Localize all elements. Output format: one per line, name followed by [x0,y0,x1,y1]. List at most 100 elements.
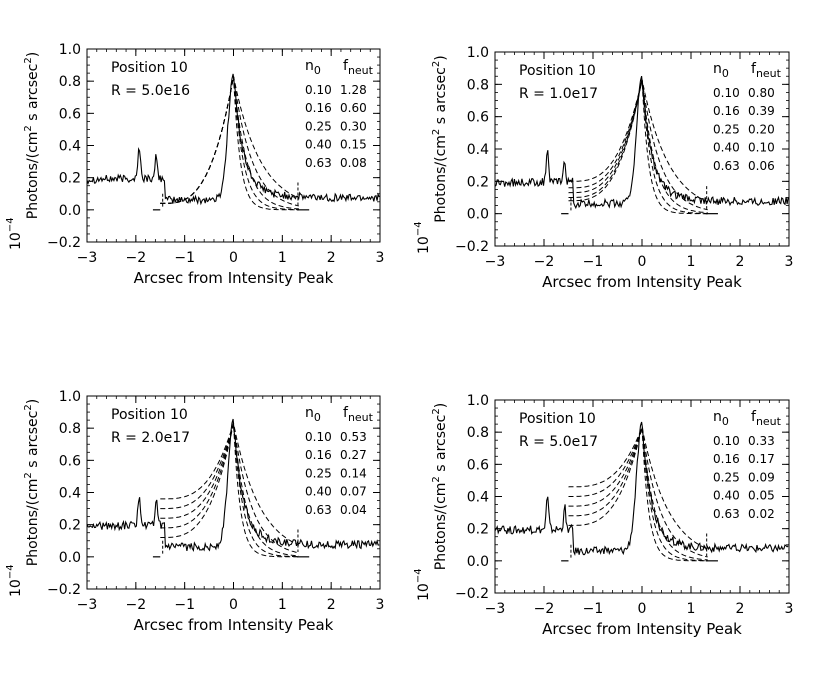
table-header-n-sub: 0 [314,411,321,424]
y-tick-label: 0.4 [59,486,81,502]
y-tick-label: 0.6 [59,453,81,469]
y-tick-label: 0.0 [467,207,489,223]
table-cell-fneut: 0.15 [340,138,367,152]
x-tick-label: 2 [327,250,336,266]
y-tick-label: 0.6 [59,106,81,122]
model-curve-1 [568,425,708,550]
table-header-fneut: fneut [751,61,782,80]
table-cell-n0: 0.10 [713,434,740,448]
y-tick-label: 1.0 [59,42,81,58]
panel-title: Position 10 [111,60,188,76]
table-cell-fneut: 0.04 [340,503,367,517]
y-axis-power-exp: −4 [413,568,424,583]
y-axis-label-mid: s arcsec [25,64,41,126]
table-header-f-sub: neut [348,64,374,77]
y-axis-power-label: 10−4 [413,221,432,254]
y-tick-label: 0.6 [467,457,489,473]
model-curve-5 [160,76,299,211]
y-axis-label-mid: s arcsec [433,67,449,129]
x-tick-label: −3 [485,601,506,617]
x-tick-label: 1 [278,597,287,613]
table-cell-fneut: 0.80 [748,86,775,100]
panel-title: Position 10 [519,63,596,79]
table-cell-n0: 0.63 [713,159,740,173]
y-axis-label-main: Photons/(cm [433,483,449,571]
table-header-n: n [713,61,722,77]
y-tick-label: 0.0 [467,554,489,570]
table-cell-fneut: 0.20 [748,122,775,136]
y-axis-label-sq2: 2 [431,61,442,67]
y-tick-label: 0.0 [59,203,81,219]
table-header-n: n [713,409,722,425]
y-axis-label-sq: 2 [431,129,442,135]
x-tick-label: 2 [327,597,336,613]
table-cell-fneut: 0.53 [340,430,367,444]
y-axis-label-sq: 2 [431,476,442,482]
table-cell-n0: 0.16 [305,448,332,462]
x-tick-label: −3 [485,254,506,270]
table-header-f: f [751,61,757,77]
y-axis-label-main: Photons/(cm [433,135,449,223]
y-axis-power-label: 10−4 [5,564,24,597]
y-axis-label-close: ) [433,403,449,408]
y-tick-label: 0.6 [467,110,489,126]
x-tick-label: −3 [77,597,98,613]
table-cell-n0: 0.25 [713,470,740,484]
x-axis-label: Arcsec from Intensity Peak [542,273,742,291]
y-tick-label: 0.4 [59,139,81,155]
model-curve-5 [160,423,299,558]
x-tick-label: 1 [278,250,287,266]
x-axis-label: Arcsec from Intensity Peak [134,269,334,287]
y-tick-label: −0.2 [47,235,81,251]
x-tick-label: −1 [174,597,195,613]
y-tick-label: 0.8 [59,421,81,437]
y-axis-label-sq: 2 [23,125,34,131]
x-tick-label: −1 [174,250,195,266]
x-tick-label: 3 [376,250,385,266]
table-cell-n0: 0.16 [713,104,740,118]
y-axis-power-base: 10 [8,232,24,250]
chart-panel-1: −3 −2 −1 0 1 2 3 −0.2 0.0 0.2 0.4 0.6 0.8 1.0 Arcsec f… [5,42,384,287]
table-cell-n0: 0.16 [305,101,332,115]
y-tick-label: 0.2 [467,522,489,538]
table-header-n: n [305,405,314,421]
radius-annotation: R = 5.0e17 [519,434,598,450]
table-header-n0: n0 [713,61,729,80]
x-tick-label: 1 [687,601,696,617]
y-tick-label: 0.4 [467,142,489,158]
panel-title: Position 10 [111,407,188,423]
observed-profile-line [494,75,789,210]
table-header-n0: n0 [713,409,729,428]
x-tick-label: 0 [638,254,647,270]
y-tick-label: 1.0 [59,389,81,405]
table-header-f: f [343,58,349,74]
y-axis-label: Photons/(cm2 s arcsec2) [23,52,41,219]
panel-title: Position 10 [519,411,596,427]
x-tick-label: −1 [583,601,604,617]
model-curve-5 [568,427,708,562]
model-curve-4 [568,79,708,214]
table-header-f-sub: neut [756,67,782,80]
y-tick-label: 0.8 [467,425,489,441]
table-cell-n0: 0.63 [305,156,332,170]
y-axis-label-mid: s arcsec [25,411,41,473]
x-axis-label: Arcsec from Intensity Peak [542,620,742,638]
x-tick-label: −2 [126,250,147,266]
y-tick-label: −0.2 [47,582,81,598]
table-cell-fneut: 0.33 [748,434,775,448]
observed-profile-line [86,418,380,553]
radius-annotation: R = 2.0e17 [111,430,190,446]
table-cell-n0: 0.63 [305,503,332,517]
table-cell-fneut: 0.07 [340,485,367,499]
table-cell-fneut: 1.28 [340,83,367,97]
y-axis-label-close: ) [433,55,449,60]
y-tick-label: 0.2 [467,174,489,190]
observed-profile-line [86,73,380,206]
table-cell-fneut: 0.10 [748,141,775,155]
table-header-n-sub: 0 [314,64,321,77]
table-header-fneut: fneut [343,58,374,77]
y-axis-label-sq2: 2 [23,57,34,63]
radius-annotation: R = 1.0e17 [519,86,598,102]
x-tick-label: 2 [736,254,745,270]
